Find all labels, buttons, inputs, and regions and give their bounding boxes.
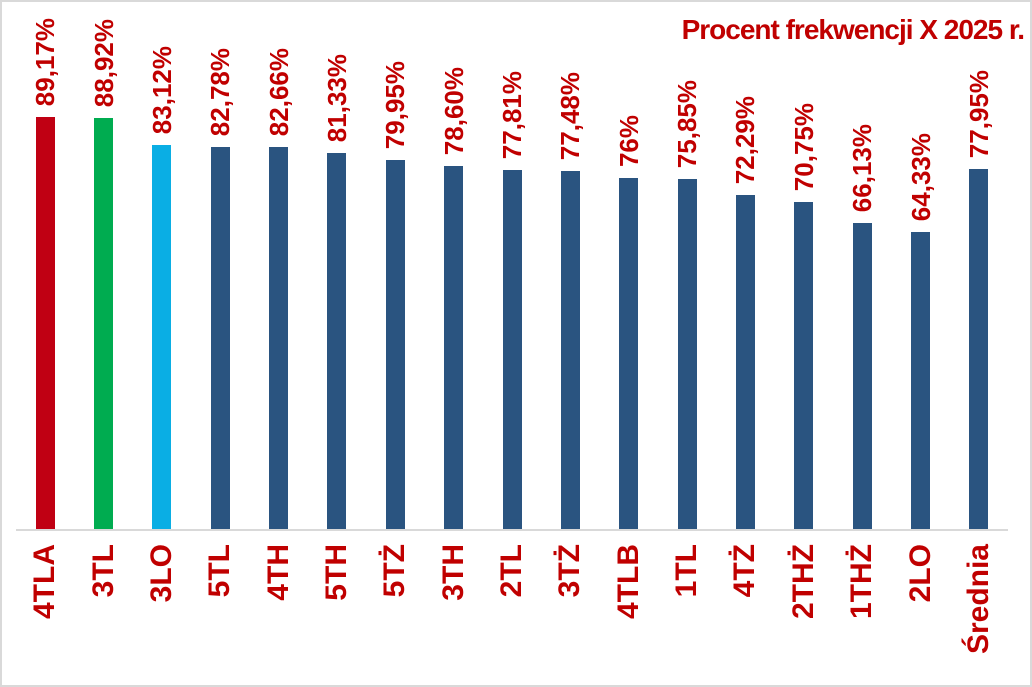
x-axis-label-cell: 4TH: [249, 531, 307, 685]
x-axis-label: 1TL: [670, 544, 704, 598]
x-axis-label: 4TH: [261, 544, 295, 601]
bar-column: 75,85%: [658, 2, 716, 529]
bar-value-label: 79,95%: [380, 60, 411, 149]
bar: [619, 178, 639, 529]
x-axis-label: 3TH: [436, 544, 470, 601]
bar-column: 72,29%: [716, 2, 774, 529]
x-axis-label-cell: 1TL: [658, 531, 716, 685]
bar-column: 89,17%: [16, 2, 74, 529]
bar: [677, 179, 697, 529]
bar-column: 88,92%: [74, 2, 132, 529]
bar-value-label: 72,29%: [730, 95, 761, 184]
x-axis-label: 5TŻ: [378, 544, 412, 598]
bar: [794, 202, 814, 529]
x-axis-label-cell: 3TŻ: [541, 531, 599, 685]
bar: [152, 145, 172, 529]
bar-value-label: 64,33%: [905, 132, 936, 221]
x-axis-label: 4TLA: [28, 544, 62, 619]
bar: [327, 153, 347, 529]
x-axis-label-cell: 2LO: [891, 531, 949, 685]
bar-column: 76%: [600, 2, 658, 529]
x-axis-label-cell: 3TL: [74, 531, 132, 685]
bar: [852, 223, 872, 529]
x-axis-label: 4TLB: [611, 544, 645, 619]
bar: [210, 147, 230, 529]
x-axis-label: 2LO: [903, 544, 937, 603]
bar-value-label: 70,75%: [788, 102, 819, 191]
x-axis-labels: 4TLA 3TL 3LO 5TL 4TH 5TH 5TŻ 3TH 2TL 3TŻ 4TLB 1TL 4T…: [16, 531, 1008, 685]
bar-column: 77,95%: [950, 2, 1008, 529]
bar: [94, 118, 114, 529]
bar: [444, 166, 464, 529]
bar-column: 82,78%: [191, 2, 249, 529]
bar-column: 78,60%: [425, 2, 483, 529]
bar-value-label: 88,92%: [88, 18, 119, 107]
x-axis-label-cell: 2TL: [483, 531, 541, 685]
bar-column: 77,81%: [483, 2, 541, 529]
bar-column: 83,12%: [133, 2, 191, 529]
x-axis-label: 2TL: [495, 544, 529, 598]
bar-value-label: 77,95%: [963, 69, 994, 158]
bar-value-label: 66,13%: [847, 123, 878, 212]
x-axis-label-cell: 2THŻ: [775, 531, 833, 685]
x-axis-label: 5TH: [319, 544, 353, 601]
bar-column: 81,33%: [308, 2, 366, 529]
bar-column: 79,95%: [366, 2, 424, 529]
x-axis-label: 2THŻ: [786, 544, 820, 619]
bar: [269, 147, 289, 529]
x-axis-label: 3LO: [144, 544, 178, 603]
x-axis-label: 1THŻ: [845, 544, 879, 619]
bar-column: 77,48%: [541, 2, 599, 529]
bar-value-label: 81,33%: [321, 53, 352, 142]
bar-value-label: 76%: [613, 114, 644, 167]
x-axis-label-cell: 4TŻ: [716, 531, 774, 685]
bar: [911, 232, 931, 529]
x-axis-label: 3TŻ: [553, 544, 587, 598]
x-axis-label: 3TL: [86, 544, 120, 598]
bar: [385, 160, 405, 529]
x-axis-label-cell: 4TLA: [16, 531, 74, 685]
plot-area: 89,17% 88,92% 83,12% 82,78% 82,66% 81,33% 79,9…: [16, 2, 1008, 531]
bar: [969, 169, 989, 529]
bar-value-label: 77,48%: [555, 71, 586, 160]
bar-value-label: 89,17%: [30, 17, 61, 106]
bar-column: 66,13%: [833, 2, 891, 529]
bar-column: 82,66%: [249, 2, 307, 529]
x-axis-label-cell: 1THŻ: [833, 531, 891, 685]
bar-column: 70,75%: [775, 2, 833, 529]
x-axis-label-cell: 3LO: [133, 531, 191, 685]
x-axis-label: 4TŻ: [728, 544, 762, 598]
bar-value-label: 75,85%: [672, 79, 703, 168]
bar-value-label: 78,60%: [438, 66, 469, 155]
bar: [502, 170, 522, 529]
chart-title: Procent frekwencji X 2025 r.: [681, 14, 1025, 45]
bar: [735, 195, 755, 529]
bar: [35, 117, 55, 529]
bar-value-label: 82,78%: [205, 47, 236, 136]
bar: [560, 171, 580, 529]
bar-value-label: 83,12%: [146, 45, 177, 134]
x-axis-label: 5TL: [203, 544, 237, 598]
x-axis-label-cell: 5TH: [308, 531, 366, 685]
x-axis-label: Średnia: [961, 544, 995, 655]
bar-column: 64,33%: [891, 2, 949, 529]
x-axis-label-cell: 3TH: [425, 531, 483, 685]
x-axis-label-cell: Średnia: [950, 531, 1008, 685]
x-axis-label-cell: 5TŻ: [366, 531, 424, 685]
x-axis-label-cell: 5TL: [191, 531, 249, 685]
bar-value-label: 82,66%: [263, 47, 294, 136]
x-axis-label-cell: 4TLB: [600, 531, 658, 685]
bar-value-label: 77,81%: [497, 70, 528, 159]
